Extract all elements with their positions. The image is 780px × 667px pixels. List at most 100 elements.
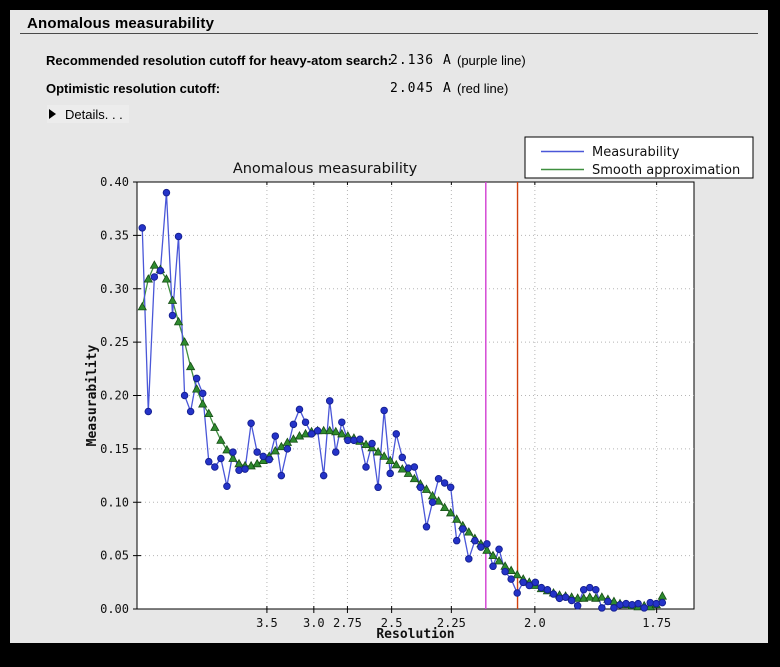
triangle-marker <box>185 361 196 371</box>
triangle-marker <box>149 260 160 269</box>
circle-marker <box>198 389 207 398</box>
x-tick-label: 3.0 <box>303 616 325 630</box>
triangle-marker <box>198 399 208 408</box>
triangle-marker <box>385 455 395 465</box>
circle-marker <box>513 589 521 597</box>
triangle-marker <box>179 337 190 346</box>
triangle-marker <box>337 428 347 438</box>
circle-marker <box>138 224 147 232</box>
circle-marker <box>440 479 449 487</box>
recommended-cutoff-note: (purple line) <box>457 53 526 68</box>
panel-title: Anomalous measurability <box>27 15 215 32</box>
circle-marker <box>640 604 648 612</box>
y-tick-label: 0.05 <box>100 549 129 563</box>
circle-marker <box>507 575 515 583</box>
triangle-marker <box>512 569 522 579</box>
x-tick-label: 2.75 <box>333 616 362 630</box>
circle-marker <box>561 593 570 602</box>
anomalous-measurability-chart: 0.00 0.05 0.10 0.15 0.20 0.25 0.30 0.35 0.40 3.5 3… <box>85 136 754 642</box>
circle-marker <box>313 426 322 435</box>
circle-marker <box>646 598 654 607</box>
cutoff-lines <box>485 182 519 609</box>
triangle-marker <box>488 550 498 560</box>
circle-marker <box>628 600 636 609</box>
triangle-marker <box>452 514 462 523</box>
triangle-marker <box>318 425 329 435</box>
circle-marker <box>211 463 219 471</box>
circle-marker <box>325 397 334 405</box>
y-tick-label: 0.15 <box>100 442 129 456</box>
circle-marker <box>380 406 388 415</box>
circle-marker <box>289 420 298 429</box>
circle-marker <box>162 188 171 197</box>
triangle-marker <box>222 444 232 454</box>
triangle-marker <box>494 555 504 565</box>
circle-marker <box>362 463 370 471</box>
optimistic-cutoff-value: 2.045 A <box>390 81 452 96</box>
circle-marker <box>386 469 394 478</box>
circle-marker <box>446 483 455 492</box>
gridlines <box>137 182 694 609</box>
triangle-marker <box>325 425 335 435</box>
circle-marker <box>247 419 255 428</box>
circle-marker <box>350 436 358 445</box>
x-tick-label: 2.25 <box>437 616 466 630</box>
y-tick-label: 0.10 <box>100 495 129 509</box>
triangle-marker <box>421 484 432 493</box>
x-tick-label: 3.5 <box>256 616 278 630</box>
circle-marker <box>241 465 249 473</box>
triangle-marker <box>270 445 280 455</box>
circle-marker <box>573 602 582 610</box>
circle-marker <box>217 454 225 463</box>
circle-marker <box>452 536 461 545</box>
circle-marker <box>416 483 425 492</box>
circle-marker <box>422 523 431 531</box>
circle-marker <box>235 466 243 474</box>
recommended-cutoff-label: Recommended resolution cutoff for heavy-… <box>46 53 393 68</box>
circle-marker <box>301 418 310 426</box>
circle-marker <box>477 543 485 551</box>
x-tick-label: 2.5 <box>381 616 403 630</box>
circle-marker <box>428 498 437 507</box>
circle-marker <box>555 594 564 603</box>
triangle-marker <box>445 507 456 517</box>
circle-marker <box>271 432 280 440</box>
triangle-marker <box>191 384 202 393</box>
triangle-marker <box>276 441 287 451</box>
optimistic-cutoff-label: Optimistic resolution cutoff: <box>46 81 221 96</box>
x-tick-label: 2.0 <box>524 616 546 630</box>
axis-ticks: 0.00 0.05 0.10 0.15 0.20 0.25 0.30 0.35 0.40 3.5 3… <box>100 175 671 630</box>
summary-row-optimistic: Optimistic resolution cutoff: 2.045 A (r… <box>10 81 768 97</box>
circle-marker <box>501 567 509 576</box>
legend-label: Measurability <box>592 145 680 160</box>
circle-marker <box>356 435 364 444</box>
details-label: Details. . . <box>65 106 123 122</box>
plot-area <box>136 181 695 610</box>
circle-marker <box>338 418 346 426</box>
circle-marker <box>259 452 267 461</box>
series-markers-measurability <box>138 188 667 612</box>
circle-marker <box>277 471 286 480</box>
summary-row-recommended: Recommended resolution cutoff for heavy-… <box>10 53 768 69</box>
circle-marker <box>398 453 407 462</box>
circle-marker <box>332 448 340 456</box>
y-tick-label: 0.35 <box>100 228 129 242</box>
triangle-marker <box>373 447 383 456</box>
x-axis-label: Resolution <box>376 627 454 642</box>
triangle-marker <box>585 592 595 601</box>
circle-marker <box>652 599 661 608</box>
y-tick-label: 0.25 <box>100 335 129 349</box>
circle-marker <box>598 604 606 612</box>
optimistic-cutoff-note: (red line) <box>457 81 509 96</box>
details-disclosure[interactable]: Details. . . <box>47 105 129 123</box>
triangle-marker <box>572 593 583 602</box>
circle-marker <box>205 457 213 466</box>
circle-marker <box>253 448 261 456</box>
circle-marker <box>410 463 419 471</box>
triangle-marker <box>391 459 401 469</box>
circle-marker <box>265 455 273 464</box>
y-tick-label: 0.30 <box>100 282 129 296</box>
triangle-marker <box>173 316 184 326</box>
circle-marker <box>180 391 189 400</box>
circle-marker <box>374 483 382 492</box>
